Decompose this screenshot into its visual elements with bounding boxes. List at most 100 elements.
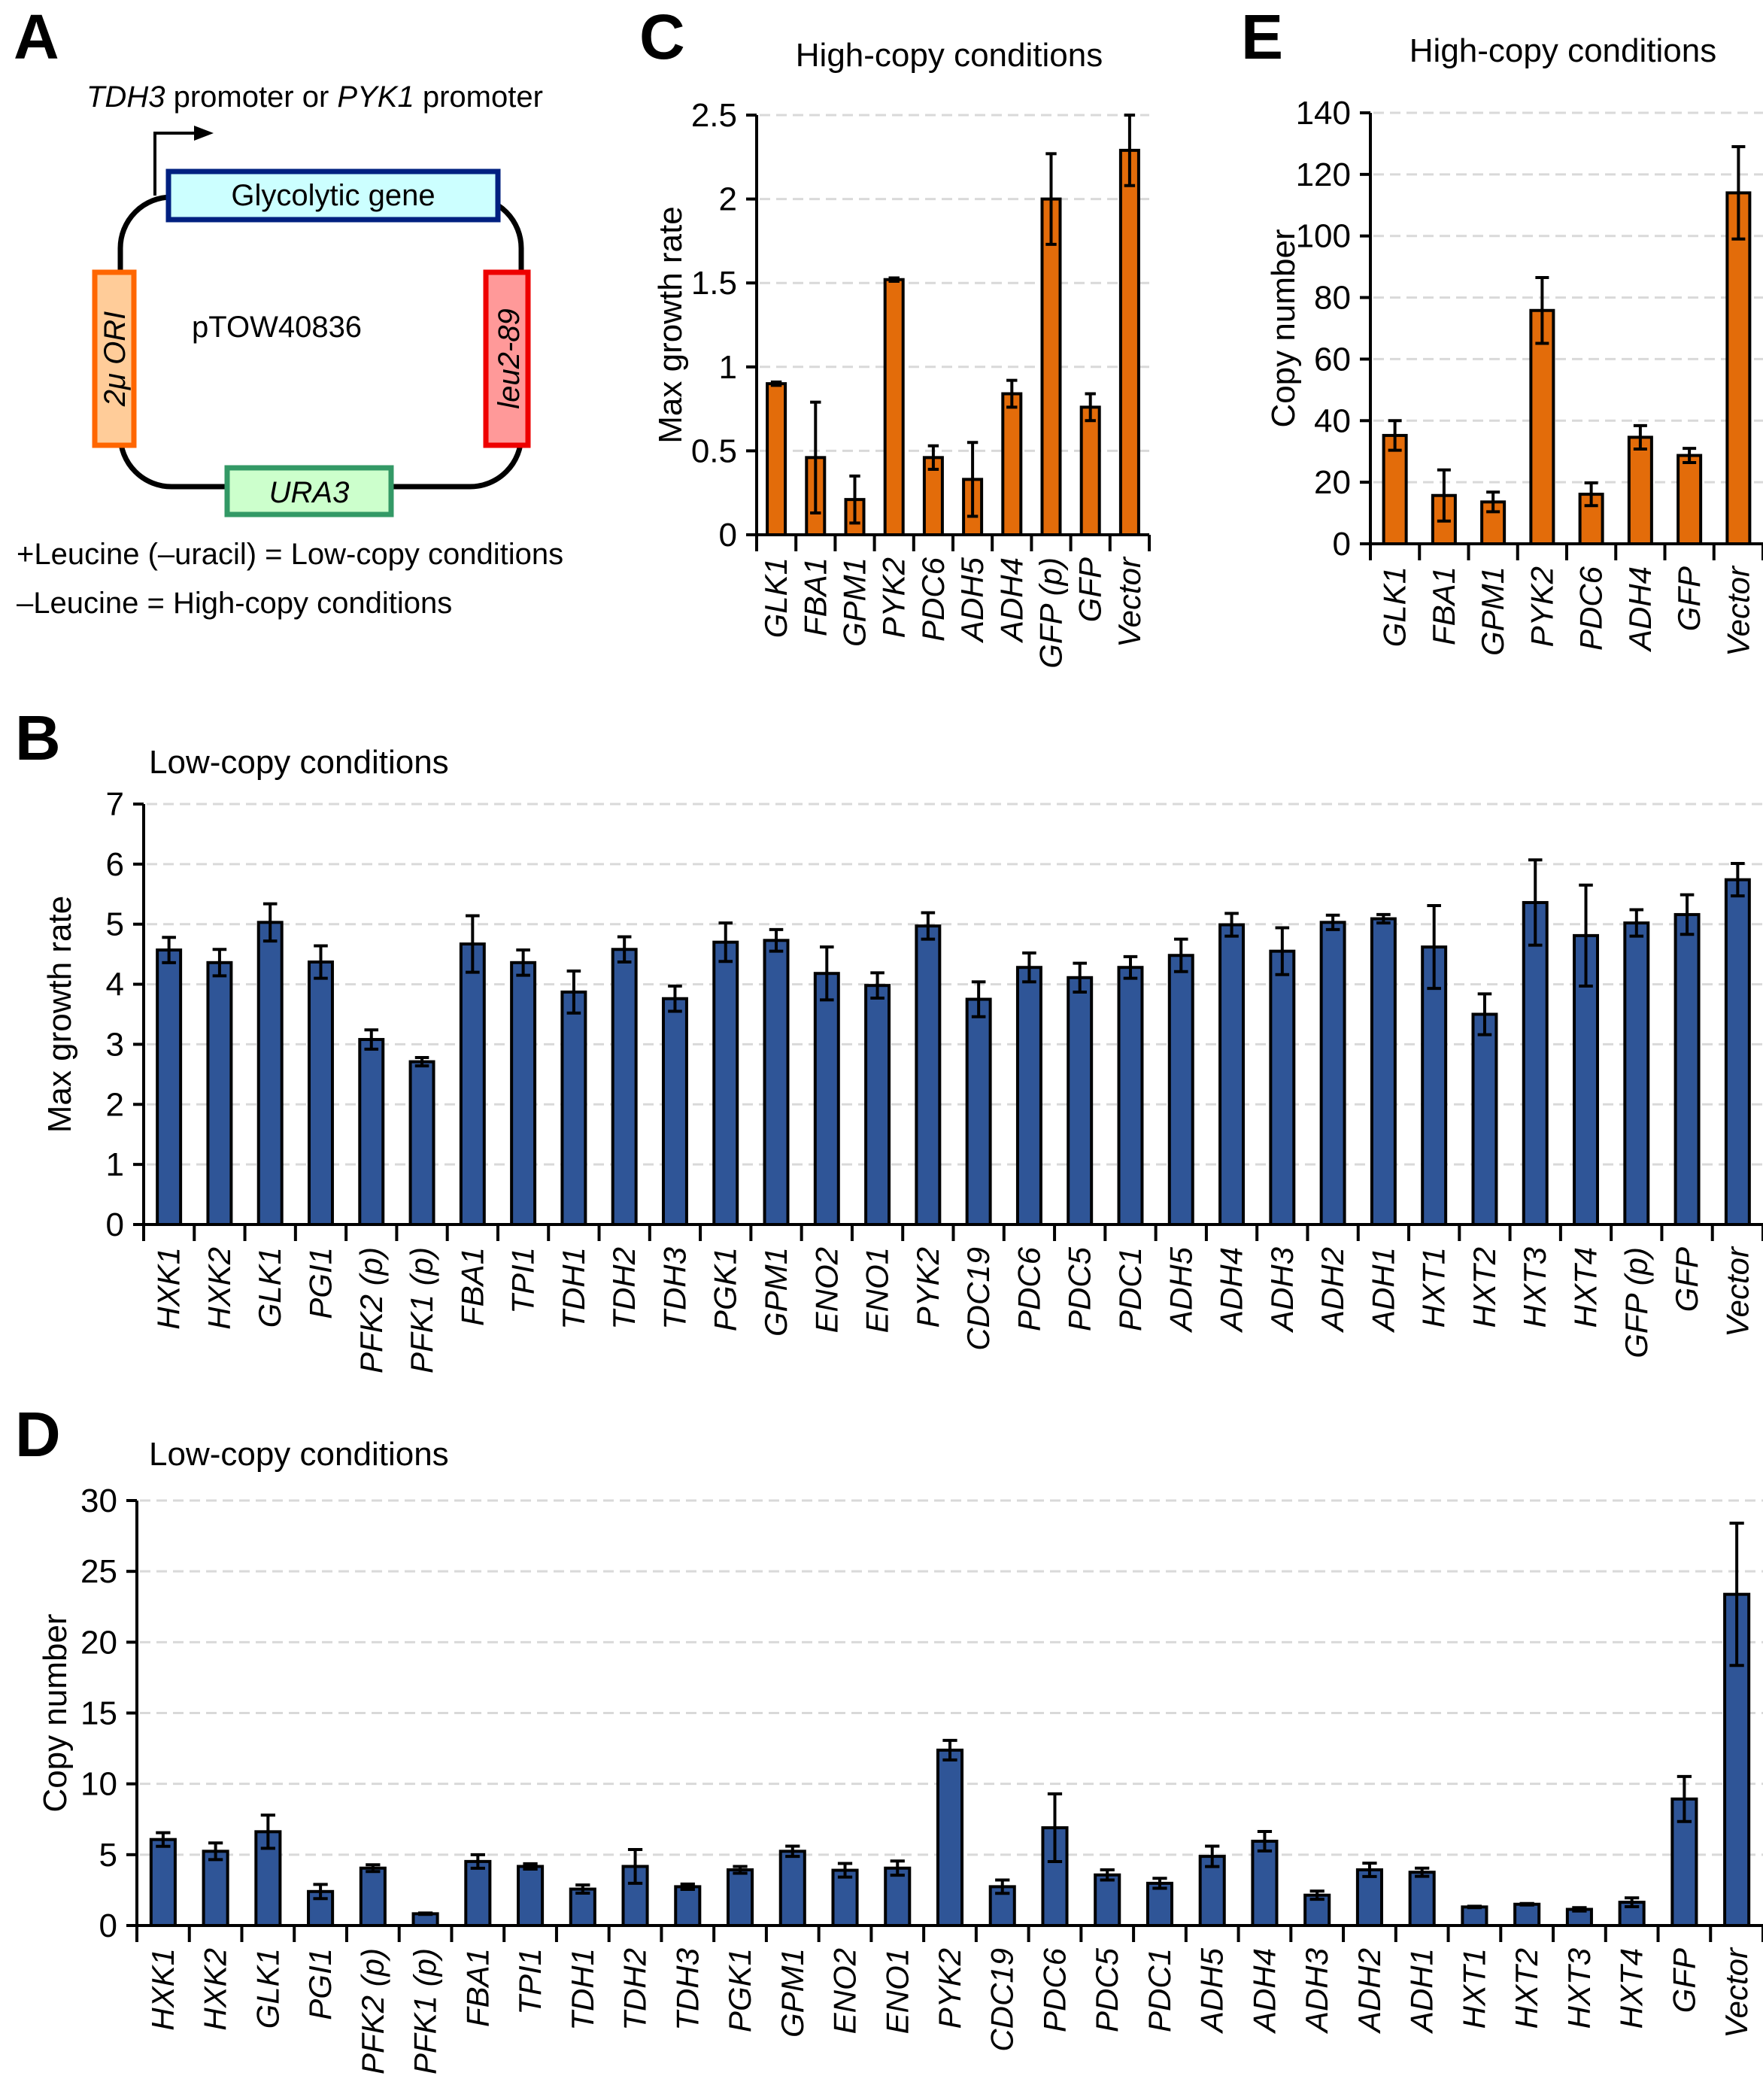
- bar-adh4: [1627, 435, 1653, 545]
- panel-letter-b: B: [15, 703, 61, 773]
- x-tick-label: PFK1 (p): [404, 1247, 439, 1373]
- x-tick-label: GFP: [1666, 1948, 1701, 2013]
- x-tick-label: TDH1: [565, 1948, 600, 2031]
- panel-letter-d: D: [15, 1399, 61, 1470]
- y-tick-label: 7: [106, 786, 124, 823]
- x-tick-label: HXT4: [1568, 1247, 1604, 1328]
- x-tick-label: TDH3: [657, 1247, 692, 1330]
- bar-eno2: [813, 972, 840, 1226]
- x-tick-label: GPM1: [837, 557, 872, 647]
- x-tick-label: GFP: [1073, 557, 1108, 622]
- bar-cdc19: [965, 997, 992, 1227]
- x-tick-label: PGK1: [708, 1247, 743, 1331]
- y-tick-label: 6: [106, 846, 124, 883]
- chart-panel-d: D Low-copy conditions Copy number 0 5 10 15 20 2…: [15, 1399, 1763, 2074]
- bar-adh2: [1319, 921, 1346, 1227]
- y-tick-label: 10: [80, 1766, 117, 1803]
- x-tick-label: PDC6: [1573, 566, 1609, 651]
- ori-label: 2μ ORI: [99, 311, 132, 407]
- bar-adh4: [1251, 1839, 1279, 1927]
- y-tick-label: 1.5: [691, 265, 737, 302]
- x-tick-label: ADH4: [994, 557, 1029, 644]
- x-tick-label: ADH2: [1352, 1948, 1387, 2035]
- x-tick-label: HXT3: [1561, 1948, 1597, 2029]
- y-axis-label: Copy number: [1265, 229, 1302, 427]
- bar-vector: [1118, 148, 1140, 536]
- x-tick-label: CDC19: [960, 1247, 996, 1351]
- x-tick-label: ENO2: [827, 1948, 863, 2034]
- x-tick-label: FBA1: [1426, 566, 1461, 645]
- x-tick-label: TDH3: [669, 1948, 705, 2031]
- condition-note-high-copy: –Leucine = High-copy conditions: [17, 587, 452, 620]
- bar-hxt1: [1461, 1905, 1488, 1928]
- bar-fba1: [464, 1859, 492, 1927]
- x-tick-label: TDH2: [618, 1948, 653, 2031]
- x-tick-label: PFK2 (p): [354, 1247, 389, 1373]
- x-tick-label: PGI1: [302, 1247, 338, 1319]
- bar-pyk2: [883, 278, 905, 536]
- x-tick-label: FBA1: [460, 1948, 495, 2027]
- bar-adh1: [1408, 1871, 1436, 1928]
- y-tick-label: 2.5: [691, 97, 737, 134]
- x-tick-label: HXT1: [1416, 1247, 1452, 1328]
- bar-hxt3: [1522, 900, 1549, 1226]
- bar-gfp: [1677, 454, 1703, 545]
- chart-title: High-copy conditions: [1409, 32, 1716, 69]
- x-tick-label: HXT2: [1509, 1948, 1544, 2029]
- x-tick-label: PDC1: [1142, 1948, 1177, 2032]
- glycolytic-gene-box: [165, 168, 501, 223]
- x-tick-label: PGI1: [302, 1948, 338, 2020]
- bar-adh4: [1218, 923, 1246, 1226]
- bar-fba1: [459, 942, 486, 1226]
- bar-glk1: [766, 382, 787, 536]
- x-tick-label: HXT3: [1517, 1247, 1552, 1328]
- x-tick-label: PGK1: [722, 1948, 757, 2032]
- bar-eno1: [884, 1866, 912, 1928]
- y-tick-label: 20: [80, 1624, 117, 1661]
- x-tick-label: ENO2: [809, 1247, 844, 1333]
- promoter-label: TDH3 promoter or PYK1 promoter: [86, 80, 543, 114]
- promoter-text-part: promoter or: [165, 80, 337, 114]
- bar-hxk2: [206, 960, 233, 1227]
- panel-letter-a: A: [14, 2, 59, 72]
- bar-pyk2: [1529, 308, 1555, 545]
- bar-gfp: [1079, 405, 1101, 536]
- y-tick-label: 3: [106, 1026, 124, 1063]
- y-tick-label: 140: [1296, 95, 1351, 132]
- y-tick-label: 120: [1296, 156, 1351, 193]
- x-tick-label: PYK2: [1524, 566, 1559, 647]
- y-tick-label: 60: [1314, 341, 1351, 378]
- y-tick-label: 40: [1314, 402, 1351, 439]
- x-tick-label: TPI1: [512, 1948, 548, 2015]
- x-tick-label: HXK1: [145, 1948, 181, 2031]
- x-tick-label: ADH3: [1264, 1247, 1300, 1334]
- y-tick-label: 2: [106, 1086, 124, 1123]
- bar-tpi1: [510, 960, 537, 1227]
- x-tick-label: PDC1: [1112, 1247, 1148, 1331]
- bar-gpm1: [763, 939, 790, 1227]
- bar-tdh1: [560, 990, 587, 1227]
- panel-letter-e: E: [1241, 2, 1283, 72]
- x-tick-label: ADH4: [1214, 1247, 1249, 1334]
- bar-tpi1: [517, 1865, 545, 1928]
- bar-pgk1: [712, 940, 739, 1226]
- y-tick-label: 0: [106, 1206, 124, 1243]
- bar-tdh3: [661, 997, 688, 1227]
- plasmid-name: pTOW40836: [192, 311, 362, 344]
- y-tick-label: 15: [80, 1695, 117, 1732]
- x-tick-label: ADH5: [954, 557, 990, 644]
- x-tick-label: Vector: [1719, 1947, 1754, 2038]
- promoter-text-part: promoter: [414, 80, 543, 114]
- bar-hxt2: [1471, 1012, 1498, 1226]
- bar-vector: [1724, 878, 1751, 1226]
- bar-pfk2-p-: [358, 1038, 385, 1227]
- promoter-text-part: TDH3: [86, 80, 165, 114]
- promoter-text-part: PYK1: [337, 80, 414, 114]
- x-tick-label: ADH1: [1404, 1948, 1440, 2035]
- bar-pdc5: [1067, 976, 1094, 1226]
- x-tick-label: GFP (p): [1619, 1247, 1654, 1358]
- x-tick-label: GPM1: [758, 1247, 794, 1337]
- x-tick-label: HXK1: [151, 1247, 187, 1330]
- bar-gfp-p-: [1040, 197, 1062, 536]
